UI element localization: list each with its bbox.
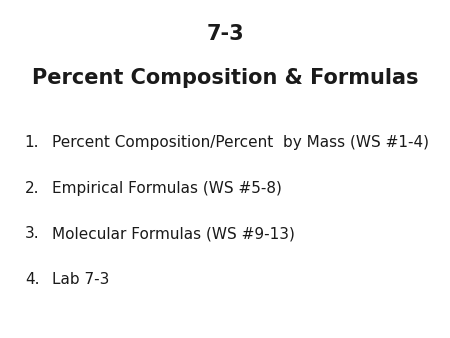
Text: Percent Composition/Percent  by Mass (WS #1-4): Percent Composition/Percent by Mass (WS … — [52, 135, 429, 150]
Text: Percent Composition & Formulas: Percent Composition & Formulas — [32, 68, 418, 88]
Text: 2.: 2. — [25, 181, 39, 196]
Text: 4.: 4. — [25, 272, 39, 287]
Text: Molecular Formulas (WS #9-13): Molecular Formulas (WS #9-13) — [52, 226, 295, 241]
Text: 3.: 3. — [25, 226, 40, 241]
Text: 1.: 1. — [25, 135, 39, 150]
Text: Lab 7-3: Lab 7-3 — [52, 272, 109, 287]
Text: 7-3: 7-3 — [206, 24, 244, 44]
Text: Empirical Formulas (WS #5-8): Empirical Formulas (WS #5-8) — [52, 181, 282, 196]
